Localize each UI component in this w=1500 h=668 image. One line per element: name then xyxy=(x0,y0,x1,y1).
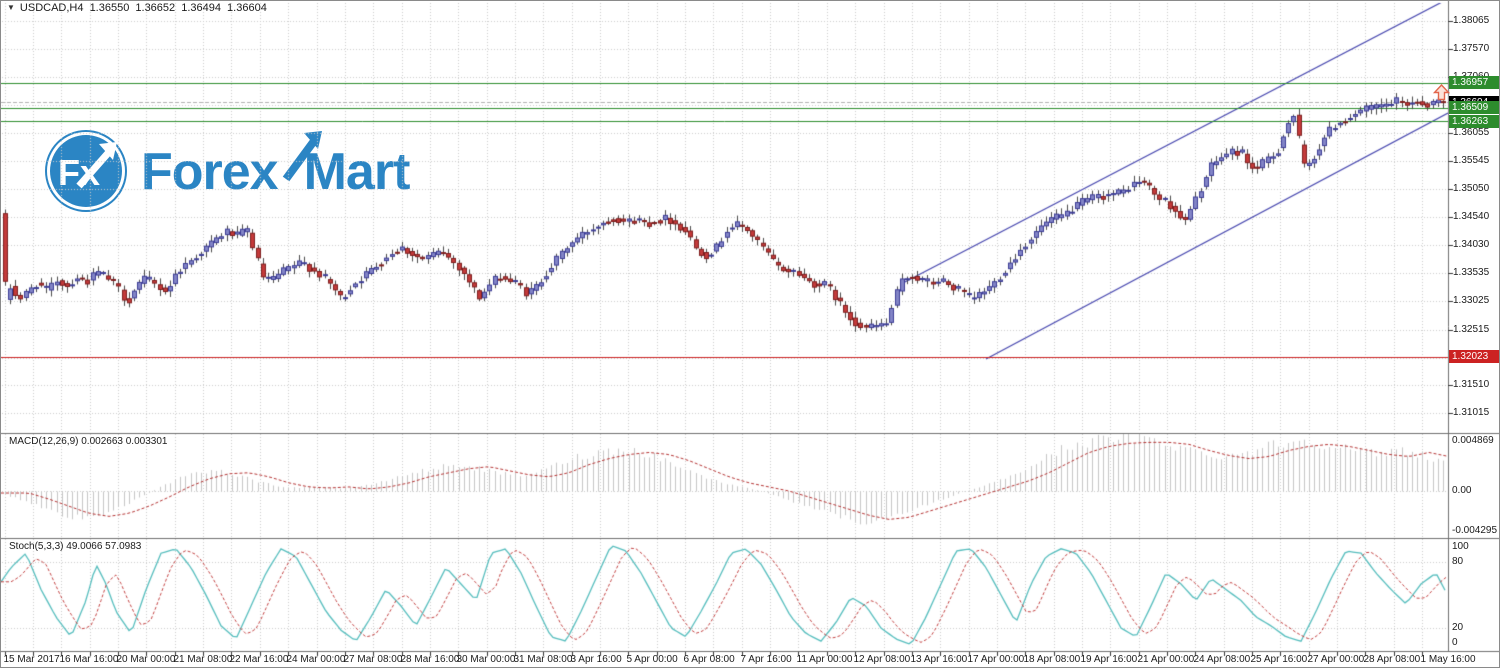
time-axis-label: 27 Apr 00:00 xyxy=(1307,654,1365,665)
time-axis-label: 12 Apr 08:00 xyxy=(853,654,911,665)
time-axis-label: 20 Mar 00:00 xyxy=(116,654,176,665)
time-axis-label: 17 Apr 00:00 xyxy=(967,654,1025,665)
macd-axis-label: -0.004295 xyxy=(1452,525,1498,536)
symbol-label: USDCAD,H4 xyxy=(19,2,84,14)
ohlc-open: 1.36550 xyxy=(89,2,130,14)
stoch-indicator-label: Stoch(5,3,3) 49.0066 57.0983 xyxy=(9,541,142,552)
time-axis-label: 24 Mar 00:00 xyxy=(286,654,346,665)
price-tick-label: 1.31015 xyxy=(1453,406,1490,418)
price-tick-label: 1.36055 xyxy=(1453,126,1490,138)
time-axis-label: 5 Apr 00:00 xyxy=(626,654,678,665)
time-axis-label: 28 Mar 16:00 xyxy=(400,654,460,665)
time-axis-label: 28 Apr 08:00 xyxy=(1363,654,1421,665)
price-badge-green: 1.36509 xyxy=(1449,101,1499,114)
time-axis-label: 22 Mar 16:00 xyxy=(229,654,289,665)
time-axis-label: 30 Mar 00:00 xyxy=(456,654,516,665)
up-arrow-marker-icon xyxy=(1432,83,1451,106)
time-axis-label: 19 Apr 16:00 xyxy=(1080,654,1138,665)
ohlc-close: 1.36604 xyxy=(227,2,267,14)
time-axis-label: 21 Mar 08:00 xyxy=(173,654,233,665)
price-tick-label: 1.34540 xyxy=(1453,210,1490,222)
time-axis-label: 3 Apr 16:00 xyxy=(570,654,622,665)
time-axis-label: 13 Apr 16:00 xyxy=(910,654,968,665)
time-axis-label: 27 Mar 08:00 xyxy=(343,654,403,665)
ohlc-low: 1.36494 xyxy=(181,2,221,14)
time-axis-label: 18 Apr 08:00 xyxy=(1023,654,1081,665)
stoch-axis-label: 80 xyxy=(1452,556,1464,567)
symbol-dropdown-icon[interactable]: ▼ xyxy=(7,3,15,12)
stoch-axis-label: 100 xyxy=(1452,541,1469,552)
stoch-axis-label: 20 xyxy=(1452,622,1464,633)
macd-axis-label: 0.004869 xyxy=(1452,435,1494,446)
price-tick-label: 1.33025 xyxy=(1453,295,1490,307)
price-tick-label: 1.33535 xyxy=(1453,266,1490,278)
time-axis-label: 21 Apr 00:00 xyxy=(1137,654,1195,665)
time-axis-label: 7 Apr 16:00 xyxy=(740,654,792,665)
time-axis-label: 16 Mar 16:00 xyxy=(59,654,119,665)
price-tick-label: 1.34030 xyxy=(1453,239,1490,251)
time-axis-label: 6 Apr 08:00 xyxy=(683,654,735,665)
time-axis-label: 31 Mar 08:00 xyxy=(513,654,573,665)
price-tick-label: 1.37570 xyxy=(1453,42,1490,54)
ohlc-high: 1.36652 xyxy=(135,2,176,14)
price-badge-green: 1.36263 xyxy=(1449,114,1499,128)
stoch-axis-label: 0 xyxy=(1452,637,1458,648)
time-axis-label: 25 Apr 16:00 xyxy=(1250,654,1308,665)
time-axis-label: 24 Apr 08:00 xyxy=(1193,654,1251,665)
price-tick-label: 1.31510 xyxy=(1453,379,1490,391)
price-tick-label: 1.32515 xyxy=(1453,323,1490,335)
macd-axis-label: 0.00 xyxy=(1452,485,1472,496)
time-axis-label: 1 May 16:00 xyxy=(1420,654,1476,665)
time-axis-label: 11 Apr 00:00 xyxy=(796,654,853,665)
price-badge-green: 1.36957 xyxy=(1449,76,1499,90)
macd-indicator-label: MACD(12,26,9) 0.002663 0.003301 xyxy=(9,436,168,447)
price-badge-red: 1.32023 xyxy=(1449,350,1499,364)
price-tick-label: 1.35050 xyxy=(1453,182,1490,194)
time-axis-label: 15 Mar 2017 xyxy=(3,654,60,665)
chart-title: ▼ USDCAD,H4 1.36550 1.36652 1.36494 1.366… xyxy=(7,2,270,14)
price-tick-label: 1.35545 xyxy=(1453,155,1490,167)
price-tick-label: 1.38065 xyxy=(1453,15,1490,26)
